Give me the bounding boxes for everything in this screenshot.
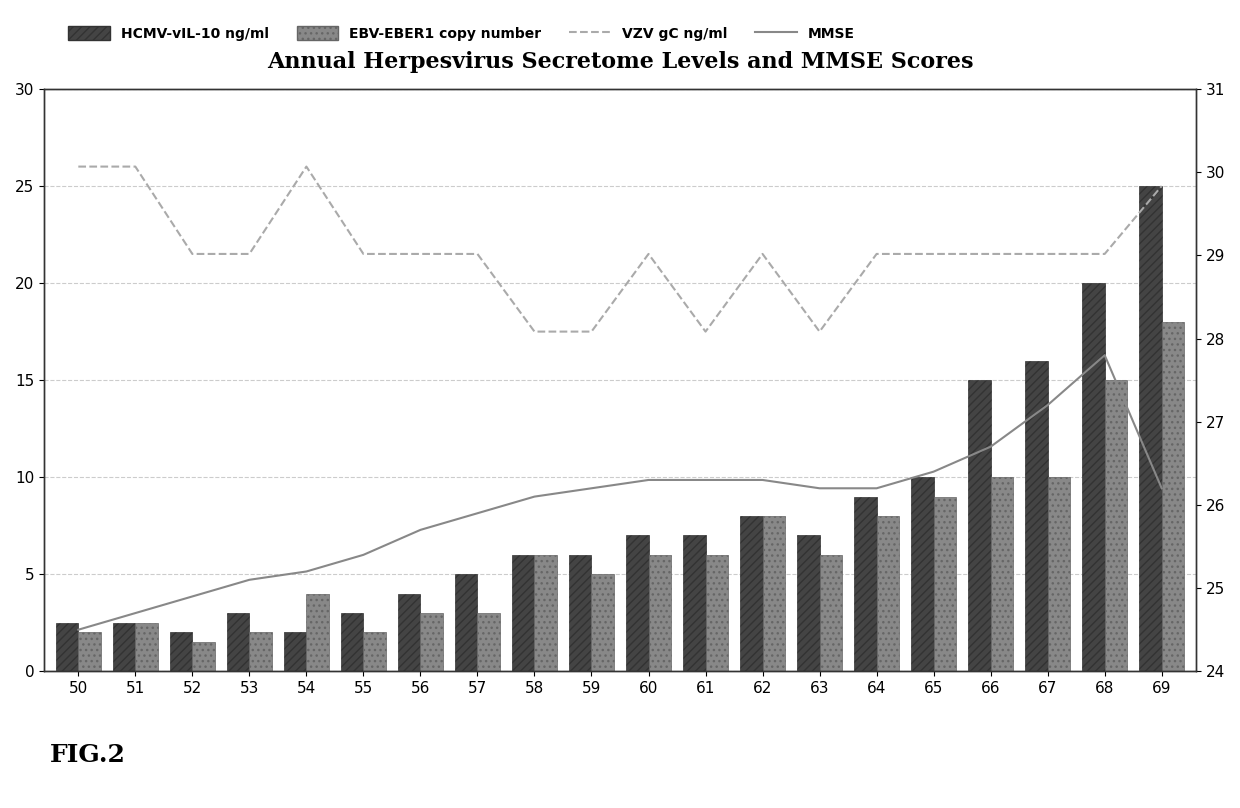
Bar	[249, 633, 272, 671]
Bar	[56, 623, 78, 671]
MMSE	[926, 467, 941, 477]
Bar	[683, 536, 706, 671]
MMSE	[413, 525, 428, 535]
Bar	[626, 536, 649, 671]
Bar	[569, 555, 591, 671]
Bar	[534, 555, 557, 671]
VZV gC ng/ml	[1097, 249, 1112, 259]
Bar	[877, 516, 899, 671]
MMSE	[1154, 483, 1169, 493]
Bar	[192, 642, 216, 671]
Bar	[740, 516, 763, 671]
Bar	[1081, 283, 1105, 671]
VZV gC ng/ml	[128, 162, 143, 171]
Title: Annual Herpesvirus Secretome Levels and MMSE Scores: Annual Herpesvirus Secretome Levels and …	[267, 51, 973, 73]
Bar	[477, 613, 500, 671]
Bar	[1162, 322, 1184, 671]
Bar	[398, 594, 420, 671]
Bar	[341, 613, 363, 671]
VZV gC ng/ml	[356, 249, 371, 259]
Bar	[512, 555, 534, 671]
Bar	[934, 497, 956, 671]
VZV gC ng/ml	[641, 249, 656, 259]
MMSE	[641, 475, 656, 485]
Bar	[820, 555, 842, 671]
MMSE	[869, 483, 884, 493]
Bar	[1105, 380, 1127, 671]
VZV gC ng/ml	[926, 249, 941, 259]
MMSE	[128, 608, 143, 618]
VZV gC ng/ml	[1154, 181, 1169, 191]
MMSE	[698, 475, 713, 485]
Bar	[649, 555, 671, 671]
VZV gC ng/ml	[299, 162, 314, 171]
Bar	[363, 633, 386, 671]
Bar	[911, 478, 934, 671]
Bar	[706, 555, 728, 671]
VZV gC ng/ml	[470, 249, 485, 259]
Bar	[227, 613, 249, 671]
MMSE	[356, 550, 371, 560]
Bar	[854, 497, 877, 671]
Bar	[455, 574, 477, 671]
VZV gC ng/ml	[71, 162, 86, 171]
Bar	[420, 613, 443, 671]
VZV gC ng/ml	[1040, 249, 1055, 259]
MMSE	[755, 475, 770, 485]
Bar	[1024, 360, 1048, 671]
MMSE	[983, 442, 998, 452]
MMSE	[185, 591, 200, 601]
Bar	[78, 633, 102, 671]
VZV gC ng/ml	[755, 249, 770, 259]
VZV gC ng/ml	[584, 326, 599, 336]
MMSE	[1040, 400, 1055, 410]
VZV gC ng/ml	[413, 249, 428, 259]
Bar	[1048, 478, 1070, 671]
Bar	[135, 623, 159, 671]
Bar	[763, 516, 785, 671]
Line: MMSE: MMSE	[78, 356, 1162, 629]
Bar	[591, 574, 614, 671]
VZV gC ng/ml	[983, 249, 998, 259]
MMSE	[812, 483, 827, 493]
Bar	[968, 380, 991, 671]
Bar	[170, 633, 192, 671]
Bar	[797, 536, 820, 671]
VZV gC ng/ml	[527, 326, 542, 336]
Bar	[1138, 186, 1162, 671]
VZV gC ng/ml	[869, 249, 884, 259]
MMSE	[1097, 351, 1112, 360]
Bar	[113, 623, 135, 671]
Line: VZV gC ng/ml: VZV gC ng/ml	[78, 166, 1162, 331]
VZV gC ng/ml	[242, 249, 257, 259]
MMSE	[527, 492, 542, 502]
VZV gC ng/ml	[698, 326, 713, 336]
Legend: HCMV-vIL-10 ng/ml, EBV-EBER1 copy number, VZV gC ng/ml, MMSE: HCMV-vIL-10 ng/ml, EBV-EBER1 copy number…	[62, 20, 861, 46]
Bar	[991, 478, 1013, 671]
VZV gC ng/ml	[185, 249, 200, 259]
MMSE	[71, 625, 86, 634]
Bar	[284, 633, 306, 671]
MMSE	[584, 483, 599, 493]
MMSE	[470, 508, 485, 518]
MMSE	[242, 575, 257, 585]
Text: FIG.2: FIG.2	[50, 743, 125, 768]
VZV gC ng/ml	[812, 326, 827, 336]
MMSE	[299, 566, 314, 576]
Bar	[306, 594, 329, 671]
